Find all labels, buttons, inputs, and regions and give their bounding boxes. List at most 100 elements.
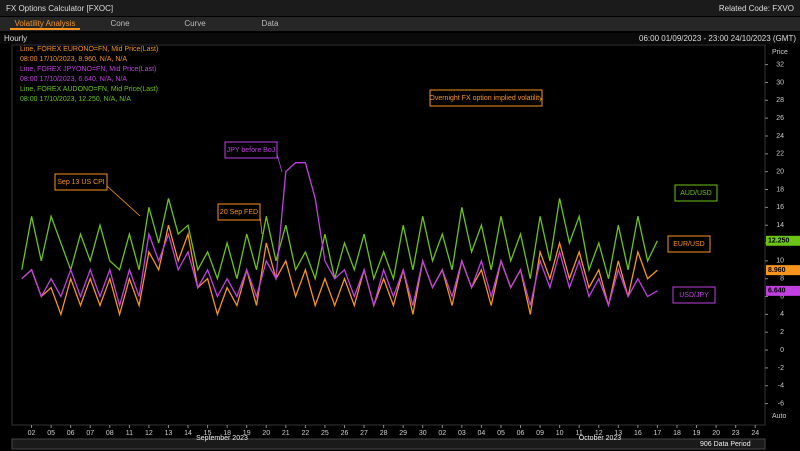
value-label: 6.640 [768, 288, 786, 295]
x-tick-label: 20 [262, 430, 270, 437]
series-label-box [667, 235, 711, 253]
value-box [766, 265, 800, 276]
y-tick-label: 0 [780, 347, 784, 354]
y-tick-label: 4 [780, 311, 784, 318]
annotation-pointer [106, 185, 141, 217]
x-tick-label: 19 [693, 430, 701, 437]
legend-entry: Line, FOREX JPYONO=FN, Mid Price(Last) [20, 66, 156, 73]
x-tick-label: 04 [478, 430, 486, 437]
value-label: 8.960 [768, 267, 786, 274]
auto-button[interactable]: Auto [772, 413, 787, 420]
range-bar: Hourly 06:00 01/09/2023 - 23:00 24/10/20… [0, 33, 800, 44]
annotation-box [429, 89, 543, 107]
value-box [766, 285, 800, 296]
x-tick-label: 02 [28, 430, 36, 437]
x-tick-label: 11 [126, 430, 133, 437]
series-label: EUR/USD [673, 241, 705, 248]
y-tick-label: 26 [776, 115, 784, 122]
value-label: 12.250 [768, 238, 790, 245]
series-line [21, 162, 658, 308]
y-tick-label: -4 [778, 383, 784, 390]
y-tick-label: 10 [776, 258, 784, 265]
x-tick-label: 28 [380, 430, 388, 437]
tab[interactable]: Data [261, 19, 279, 28]
annotation-pointer [259, 215, 263, 235]
x-tick-label: 15 [204, 430, 212, 437]
y-tick-label: -6 [778, 400, 784, 407]
annotation-box [217, 203, 261, 221]
y-tick-label: 2 [780, 329, 784, 336]
y-tick-label: 22 [776, 151, 784, 158]
tab-bar: Volatility Analysis Cone Curve Data [0, 17, 800, 31]
x-tick-label: 18 [223, 430, 231, 437]
annotation-box [224, 141, 278, 159]
x-tick-label: 17 [654, 430, 662, 437]
y-tick-label: 8 [780, 276, 784, 283]
x-tick-label: 12 [595, 430, 603, 437]
annotation: Sep 13 US CPI [57, 179, 105, 186]
x-tick-label: 29 [399, 430, 407, 437]
y-tick-label: 16 [776, 204, 784, 211]
y-tick-label: 18 [776, 186, 784, 193]
y-axis-label: Price [772, 49, 788, 56]
x-tick-label: 23 [732, 430, 740, 437]
x-tick-label: 21 [282, 430, 290, 437]
tab[interactable]: Volatility Analysis [10, 19, 80, 30]
x-tick-label: 13 [614, 430, 622, 437]
value-box [766, 235, 800, 246]
x-tick-label: 26 [341, 430, 349, 437]
x-tick-label: 03 [458, 430, 466, 437]
x-tick-label: 05 [47, 430, 55, 437]
series-label: AUD/USD [680, 190, 712, 197]
x-tick-label: 09 [536, 430, 544, 437]
annotation: 20 Sep FED [220, 209, 258, 216]
x-tick-label: 08 [106, 430, 114, 437]
annotation: JPY before BoJ [227, 147, 276, 154]
x-tick-label: 06 [517, 430, 525, 437]
x-tick-label: 07 [86, 430, 94, 437]
x-tick-label: 14 [184, 430, 192, 437]
x-tick-label: 18 [673, 430, 681, 437]
x-tick-label: 20 [712, 430, 720, 437]
y-tick-label: 20 [776, 169, 784, 176]
y-tick-label: 14 [776, 222, 784, 229]
y-tick-label: 6 [780, 293, 784, 300]
x-tick-label: 30 [419, 430, 427, 437]
legend-entry: Line, FOREX AUDONO=FN, Mid Price(Last) [20, 86, 158, 93]
annotation-box [54, 173, 108, 191]
app-title: FX Options Calculator [FXOC] [6, 4, 114, 13]
interval[interactable]: Hourly [4, 34, 28, 43]
x-tick-label: 24 [751, 430, 759, 437]
x-tick-label: 19 [243, 430, 251, 437]
y-tick-label: 24 [776, 133, 784, 140]
month-label: October 2023 [579, 435, 622, 442]
tab[interactable]: Curve [184, 19, 206, 28]
legend-detail: 08:00 17/10/2023, 6.640, N/A, N/A [20, 76, 127, 83]
tab[interactable]: Cone [110, 19, 130, 28]
series-label-box [672, 286, 716, 304]
x-tick-label: 27 [360, 430, 368, 437]
data-period: 906 Data Period [700, 441, 751, 448]
month-label: September 2023 [196, 435, 248, 442]
related-code[interactable]: Related Code: FXVO [718, 4, 794, 13]
legend-detail: 08:00 17/10/2023, 8.960, N/A, N/A [20, 56, 127, 63]
x-tick-label: 13 [165, 430, 173, 437]
y-tick-label: 28 [776, 97, 784, 104]
x-tick-label: 12 [145, 430, 153, 437]
annotation-pointer [276, 153, 283, 173]
x-tick-label: 11 [576, 430, 583, 437]
x-tick-label: 10 [556, 430, 564, 437]
y-tick-label: 30 [776, 79, 784, 86]
scrollbar [11, 438, 766, 450]
x-tick-label: 06 [67, 430, 75, 437]
y-tick-label: -2 [778, 365, 784, 372]
x-tick-label: 02 [438, 430, 446, 437]
date-range: 06:00 01/09/2023 - 23:00 24/10/2023 (GMT… [639, 34, 796, 43]
series-line [21, 225, 658, 317]
y-tick-label: 32 [776, 61, 784, 68]
legend-entry: Line, FOREX EURONO=FN, Mid Price(Last) [20, 46, 158, 53]
x-tick-label: 16 [634, 430, 642, 437]
x-tick-label: 25 [321, 430, 329, 437]
x-tick-label: 05 [497, 430, 505, 437]
